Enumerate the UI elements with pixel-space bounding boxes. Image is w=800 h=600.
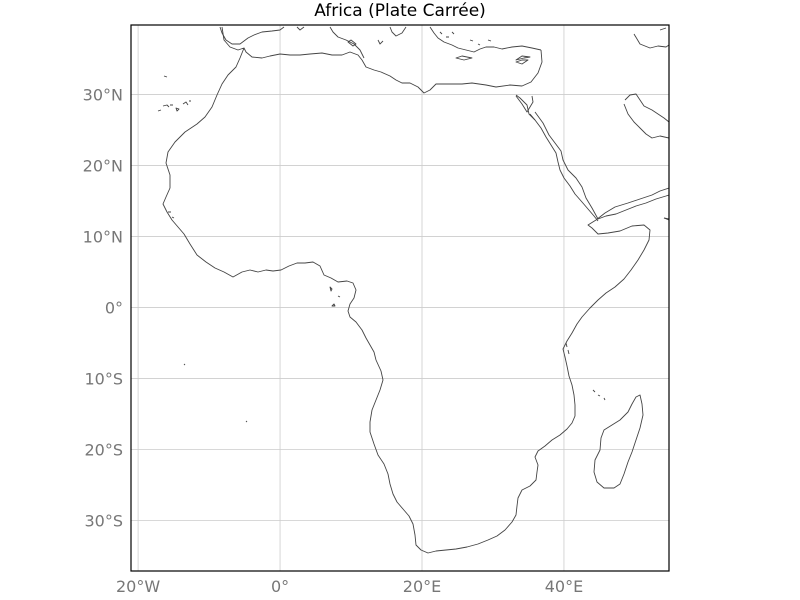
lon-tick-label: 40°E: [545, 577, 583, 596]
lat-tick-label: 10°S: [84, 370, 123, 389]
persian-gulf-coastline: [623, 27, 669, 139]
madagascar-coastline: [593, 394, 644, 489]
tick-labels: 20°W 0° 20°E 40°E 30°N 20°N 10°N 0° 10°S 20°S 30°S: [83, 86, 584, 596]
lat-tick-label: 20°N: [83, 157, 123, 176]
lat-tick-label: 20°S: [84, 441, 123, 460]
lon-tick-label: 20°W: [116, 577, 160, 596]
zanzibar: [565, 342, 570, 355]
lat-tick-label: 10°N: [83, 228, 123, 247]
lat-tick-label: 0°: [105, 299, 123, 318]
cape-verde: [168, 211, 175, 219]
aegean-islands: [439, 31, 492, 46]
gulf-guinea-islands: [329, 286, 341, 307]
lat-tick-label: 30°N: [83, 86, 123, 105]
coastlines: [157, 26, 669, 554]
comoros: [592, 389, 606, 401]
gridlines: [131, 25, 669, 571]
map-title: Africa (Plate Carrée): [314, 1, 486, 21]
iberia-coastline: [219, 26, 305, 45]
italy-coastline: [329, 26, 407, 59]
lat-tick-label: 30°S: [84, 512, 123, 531]
ascension-island: [183, 363, 186, 366]
saint-helena: [245, 420, 248, 423]
socotra: [663, 217, 669, 220]
map-frame: [130, 24, 670, 572]
greece-coastline: [429, 26, 542, 61]
sinai-coastline: [515, 95, 536, 121]
canary-islands: [157, 75, 191, 112]
lon-tick-label: 0°: [271, 577, 289, 596]
africa-coastline: [162, 26, 669, 554]
lon-tick-label: 20°E: [403, 577, 441, 596]
cyprus-coastline: [515, 59, 529, 65]
arabia-coastline: [534, 111, 669, 220]
